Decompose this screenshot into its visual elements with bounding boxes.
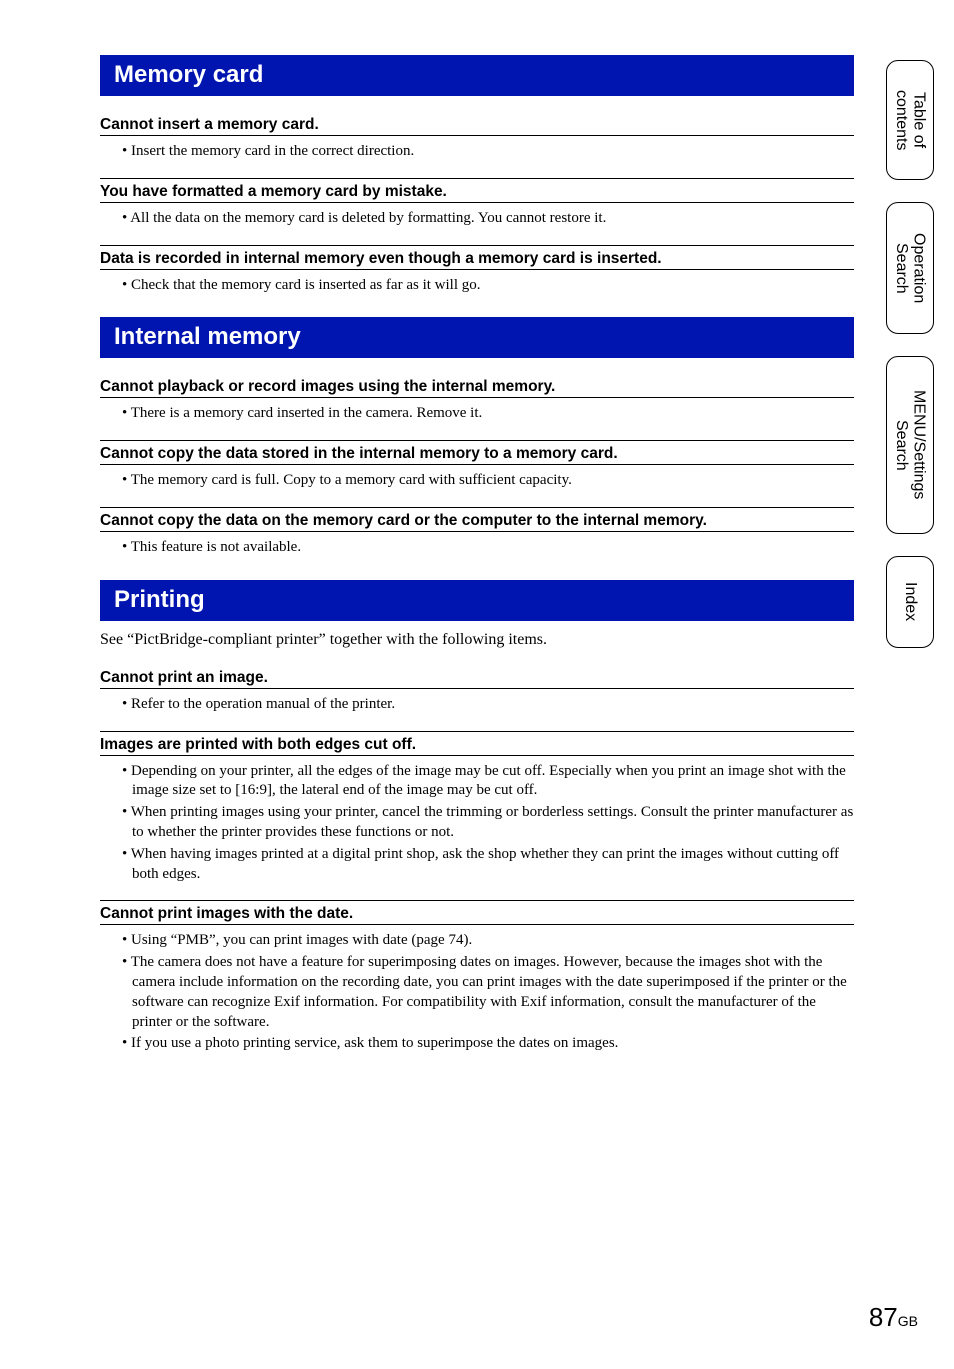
subheading: Cannot insert a memory card. [100,112,854,136]
bullet-list: Insert the memory card in the correct di… [122,142,854,162]
side-tabs: Table of contents Operation Search MENU/… [886,60,934,670]
tab-menu-settings-search[interactable]: MENU/Settings Search [886,356,934,534]
bullet-item: Check that the memory card is inserted a… [122,276,854,296]
subheading: Images are printed with both edges cut o… [100,731,854,756]
subheading: Cannot playback or record images using t… [100,374,854,398]
subheading: You have formatted a memory card by mist… [100,178,854,203]
section-header-printing: Printing [100,580,854,621]
tab-table-of-contents[interactable]: Table of contents [886,60,934,180]
bullet-item: Insert the memory card in the correct di… [122,142,854,162]
page-number-value: 87 [869,1302,898,1332]
bullet-item: Using “PMB”, you can print images with d… [122,931,854,951]
bullet-list: Depending on your printer, all the edges… [122,762,854,885]
bullet-item: When printing images using your printer,… [122,803,854,843]
section-header-text: Memory card [114,61,263,88]
bullet-list: There is a memory card inserted in the c… [122,404,854,424]
bullet-item: If you use a photo printing service, ask… [122,1034,854,1054]
bullet-list: The memory card is full. Copy to a memor… [122,471,854,491]
bullet-list: Using “PMB”, you can print images with d… [122,931,854,1054]
section-header-internal-memory: Internal memory [100,317,854,358]
bullet-item: The memory card is full. Copy to a memor… [122,471,854,491]
bullet-item: The camera does not have a feature for s… [122,953,854,1032]
page-content: Memory card Cannot insert a memory card.… [0,0,954,1054]
page-number: 87GB [869,1302,918,1333]
bullet-item: Depending on your printer, all the edges… [122,762,854,802]
section-header-text: Printing [114,586,205,613]
subheading: Cannot print images with the date. [100,900,854,925]
subheading: Cannot print an image. [100,665,854,689]
tab-index[interactable]: Index [886,556,934,648]
section-header-text: Internal memory [114,323,301,350]
page-number-suffix: GB [898,1313,918,1329]
subheading: Cannot copy the data on the memory card … [100,507,854,532]
bullet-item: This feature is not available. [122,538,854,558]
tab-operation-search[interactable]: Operation Search [886,202,934,334]
bullet-list: Check that the memory card is inserted a… [122,276,854,296]
intro-text: See “PictBridge-compliant printer” toget… [100,631,854,649]
bullet-item: Refer to the operation manual of the pri… [122,695,854,715]
section-header-memory-card: Memory card [100,55,854,96]
bullet-list: This feature is not available. [122,538,854,558]
bullet-list: Refer to the operation manual of the pri… [122,695,854,715]
subheading: Data is recorded in internal memory even… [100,245,854,270]
bullet-item: All the data on the memory card is delet… [122,209,854,229]
bullet-item: When having images printed at a digital … [122,845,854,885]
bullet-list: All the data on the memory card is delet… [122,209,854,229]
subheading: Cannot copy the data stored in the inter… [100,440,854,465]
bullet-item: There is a memory card inserted in the c… [122,404,854,424]
